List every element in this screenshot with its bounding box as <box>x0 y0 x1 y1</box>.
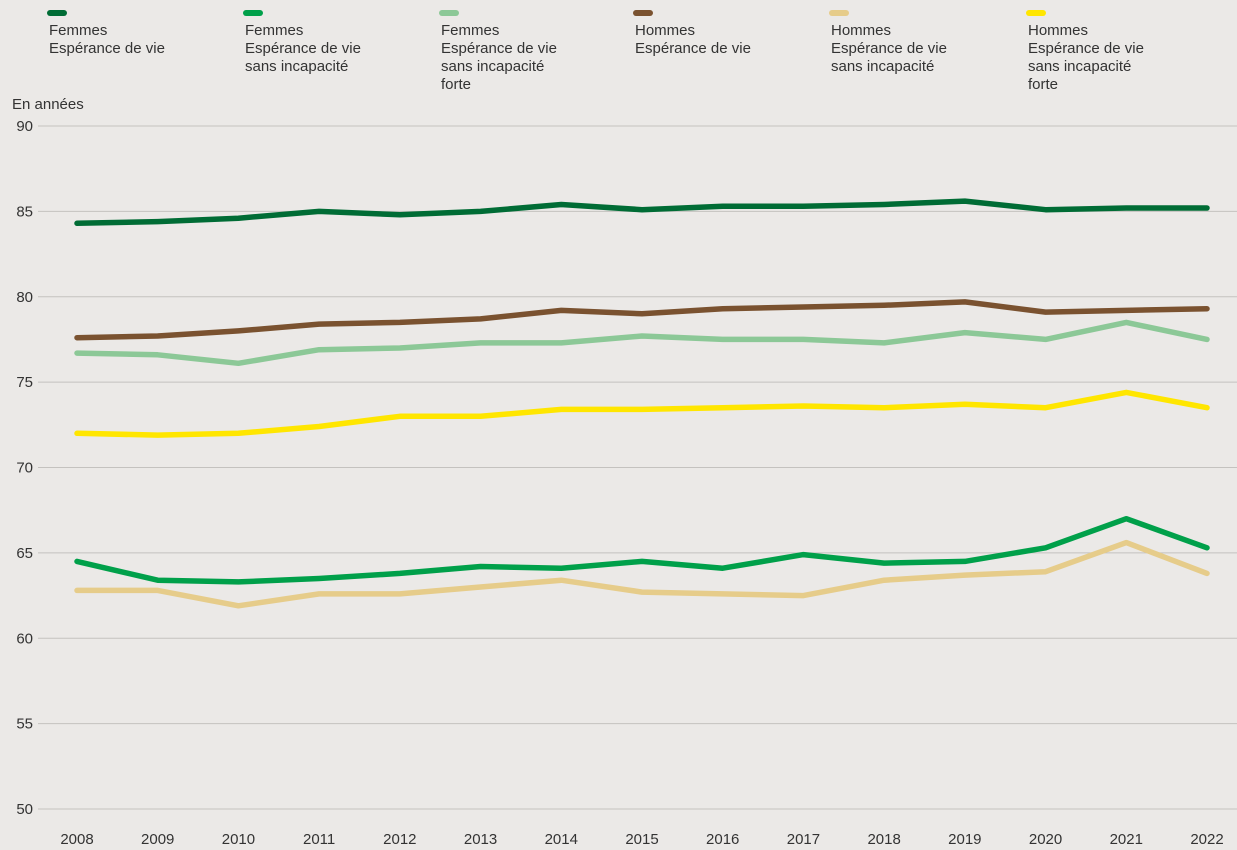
x-tick-label: 2008 <box>60 831 93 848</box>
x-tick-label: 2020 <box>1029 831 1062 848</box>
y-tick-label: 60 <box>16 630 33 647</box>
legend-item: Hommes Espérance de vie <box>586 10 766 58</box>
legend-swatch <box>829 10 849 16</box>
y-axis-ticks: 50 55 60 65 70 75 80 85 90 <box>16 118 33 818</box>
legend-swatch <box>633 10 653 16</box>
legend-item: Hommes Espérance de vie sans incapacité <box>782 10 962 76</box>
legend-label: Hommes Espérance de vie <box>635 22 751 57</box>
legend-swatch <box>439 10 459 16</box>
x-tick-label: 2010 <box>222 831 255 848</box>
x-tick-label: 2011 <box>303 831 335 848</box>
legend-item: Hommes Espérance de vie sans incapacité … <box>979 10 1159 94</box>
series-line <box>74 198 1210 227</box>
y-tick-label: 50 <box>16 801 33 818</box>
y-tick-label: 85 <box>16 203 33 220</box>
x-tick-label: 2021 <box>1110 831 1143 848</box>
series-line <box>74 539 1210 609</box>
x-tick-label: 2015 <box>625 831 658 848</box>
series-line <box>74 389 1210 438</box>
legend-item: Femmes Espérance de vie <box>0 10 180 58</box>
legend-label: Hommes Espérance de vie sans incapacité <box>831 22 947 75</box>
x-tick-label: 2016 <box>706 831 739 848</box>
x-axis-ticks: 2008 2009 2010 2011 2012 2013 2014 2015 2016 2017… <box>60 831 1223 848</box>
y-tick-label: 55 <box>16 716 33 733</box>
series-line <box>74 299 1210 341</box>
x-tick-label: 2009 <box>141 831 174 848</box>
x-tick-label: 2017 <box>787 831 820 848</box>
grid-lines <box>38 125 1237 810</box>
y-axis-unit-label: En années <box>12 96 84 113</box>
legend-swatch <box>47 10 67 16</box>
legend-swatch <box>243 10 263 16</box>
legend-item: Femmes Espérance de vie sans incapacité <box>196 10 376 76</box>
y-tick-label: 90 <box>16 118 33 135</box>
x-tick-label: 2022 <box>1190 831 1223 848</box>
x-tick-label: 2018 <box>867 831 900 848</box>
legend-label: Femmes Espérance de vie <box>49 22 165 57</box>
y-tick-label: 70 <box>16 460 33 477</box>
y-tick-label: 75 <box>16 374 33 391</box>
y-tick-label: 65 <box>16 545 33 562</box>
x-tick-label: 2019 <box>948 831 981 848</box>
legend-label: Femmes Espérance de vie sans incapacité … <box>441 22 557 93</box>
legend-label: Femmes Espérance de vie sans incapacité <box>245 22 361 75</box>
x-tick-label: 2012 <box>383 831 416 848</box>
legend-item: Femmes Espérance de vie sans incapacité … <box>392 10 572 94</box>
x-tick-label: 2014 <box>545 831 578 848</box>
x-tick-label: 2013 <box>464 831 497 848</box>
y-tick-label: 80 <box>16 289 33 306</box>
legend-swatch <box>1026 10 1046 16</box>
series-line <box>74 319 1210 367</box>
series-line <box>74 515 1210 585</box>
legend-label: Hommes Espérance de vie sans incapacité … <box>1028 22 1144 93</box>
series-lines <box>74 198 1210 609</box>
